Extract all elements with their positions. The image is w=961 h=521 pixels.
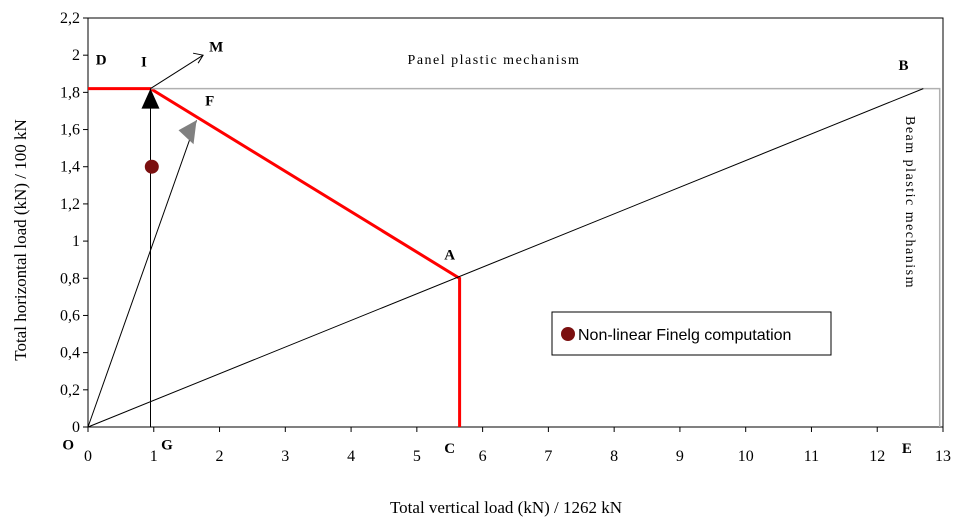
- point-label-f: F: [205, 93, 214, 109]
- ticks-layer: 0 1 2 3 4 5 6 7 8 9 10 11 12 1300,20,40,60,811,21,41,…: [60, 10, 951, 465]
- plot-frame: [87, 17, 944, 428]
- panel-mechanism-label: Panel plastic mechanism: [408, 53, 581, 68]
- series-layer: [87, 52, 941, 428]
- point-label-b: B: [899, 58, 909, 74]
- point-label-d: D: [96, 52, 107, 68]
- y-tick-label: 0: [72, 419, 80, 436]
- x-tick-label: 3: [281, 448, 289, 465]
- y-tick-label: 0,6: [60, 307, 80, 324]
- point-label-e: E: [902, 441, 912, 457]
- x-tick-label: 11: [804, 448, 819, 465]
- point-label-a: A: [444, 248, 455, 264]
- x-tick-label: 4: [347, 448, 355, 465]
- arrowhead-diagonal-icon: [178, 120, 197, 145]
- beam-mechanism-label: Beam plastic mechanism: [902, 116, 917, 289]
- legend-box: [551, 311, 832, 356]
- x-tick-label: 6: [479, 448, 487, 465]
- legend-marker-icon: [561, 327, 575, 341]
- series-mechanism-boundary: [150, 87, 941, 427]
- legend-label: Non-linear Finelg computation: [578, 327, 791, 344]
- y-tick-label: 1,8: [60, 84, 80, 101]
- legend: Non-linear Finelg computation: [551, 311, 832, 356]
- x-tick-label: 12: [869, 448, 885, 465]
- point-label-c: C: [444, 441, 455, 457]
- y-tick-label: 2: [72, 47, 80, 64]
- x-tick-label: 5: [413, 448, 421, 465]
- x-tick-label: 9: [676, 448, 684, 465]
- x-tick-label: 8: [610, 448, 618, 465]
- x-tick-label: 2: [216, 448, 224, 465]
- x-tick-label: 13: [935, 448, 951, 465]
- y-tick-label: 1: [72, 233, 80, 250]
- x-axis-title: Total vertical load (kN) / 1262 kN: [390, 498, 622, 517]
- x-tick-label: 1: [150, 448, 158, 465]
- data-point: [144, 159, 159, 174]
- y-axis-title: Total horizontal load (kN) / 100 kN: [11, 119, 30, 360]
- y-tick-label: 0,2: [60, 382, 80, 399]
- series-interaction-curve: [88, 87, 462, 427]
- point-label-i: I: [141, 54, 147, 70]
- arrowhead-m-icon: [192, 52, 204, 64]
- series-line-OF: [87, 120, 197, 428]
- series-line-OB: [87, 88, 924, 428]
- point-label-g: G: [161, 437, 173, 453]
- y-tick-label: 1,2: [60, 196, 80, 213]
- y-tick-label: 1,6: [60, 122, 80, 139]
- series-arrow-IM: [150, 54, 204, 90]
- x-tick-label: 7: [544, 448, 552, 465]
- x-tick-label: 10: [738, 448, 754, 465]
- y-tick-label: 0,4: [60, 345, 80, 362]
- y-tick-label: 2,2: [60, 10, 80, 27]
- y-tick-label: 0,8: [60, 270, 80, 287]
- x-tick-label: 0: [84, 448, 92, 465]
- labels-layer: O D I M F B A G C E: [62, 39, 911, 457]
- plot-area: [87, 17, 944, 428]
- y-tick-label: 1,4: [60, 159, 80, 176]
- arrowhead-up-icon: [141, 88, 160, 109]
- point-label-m: M: [209, 39, 223, 55]
- point-label-o: O: [62, 437, 74, 453]
